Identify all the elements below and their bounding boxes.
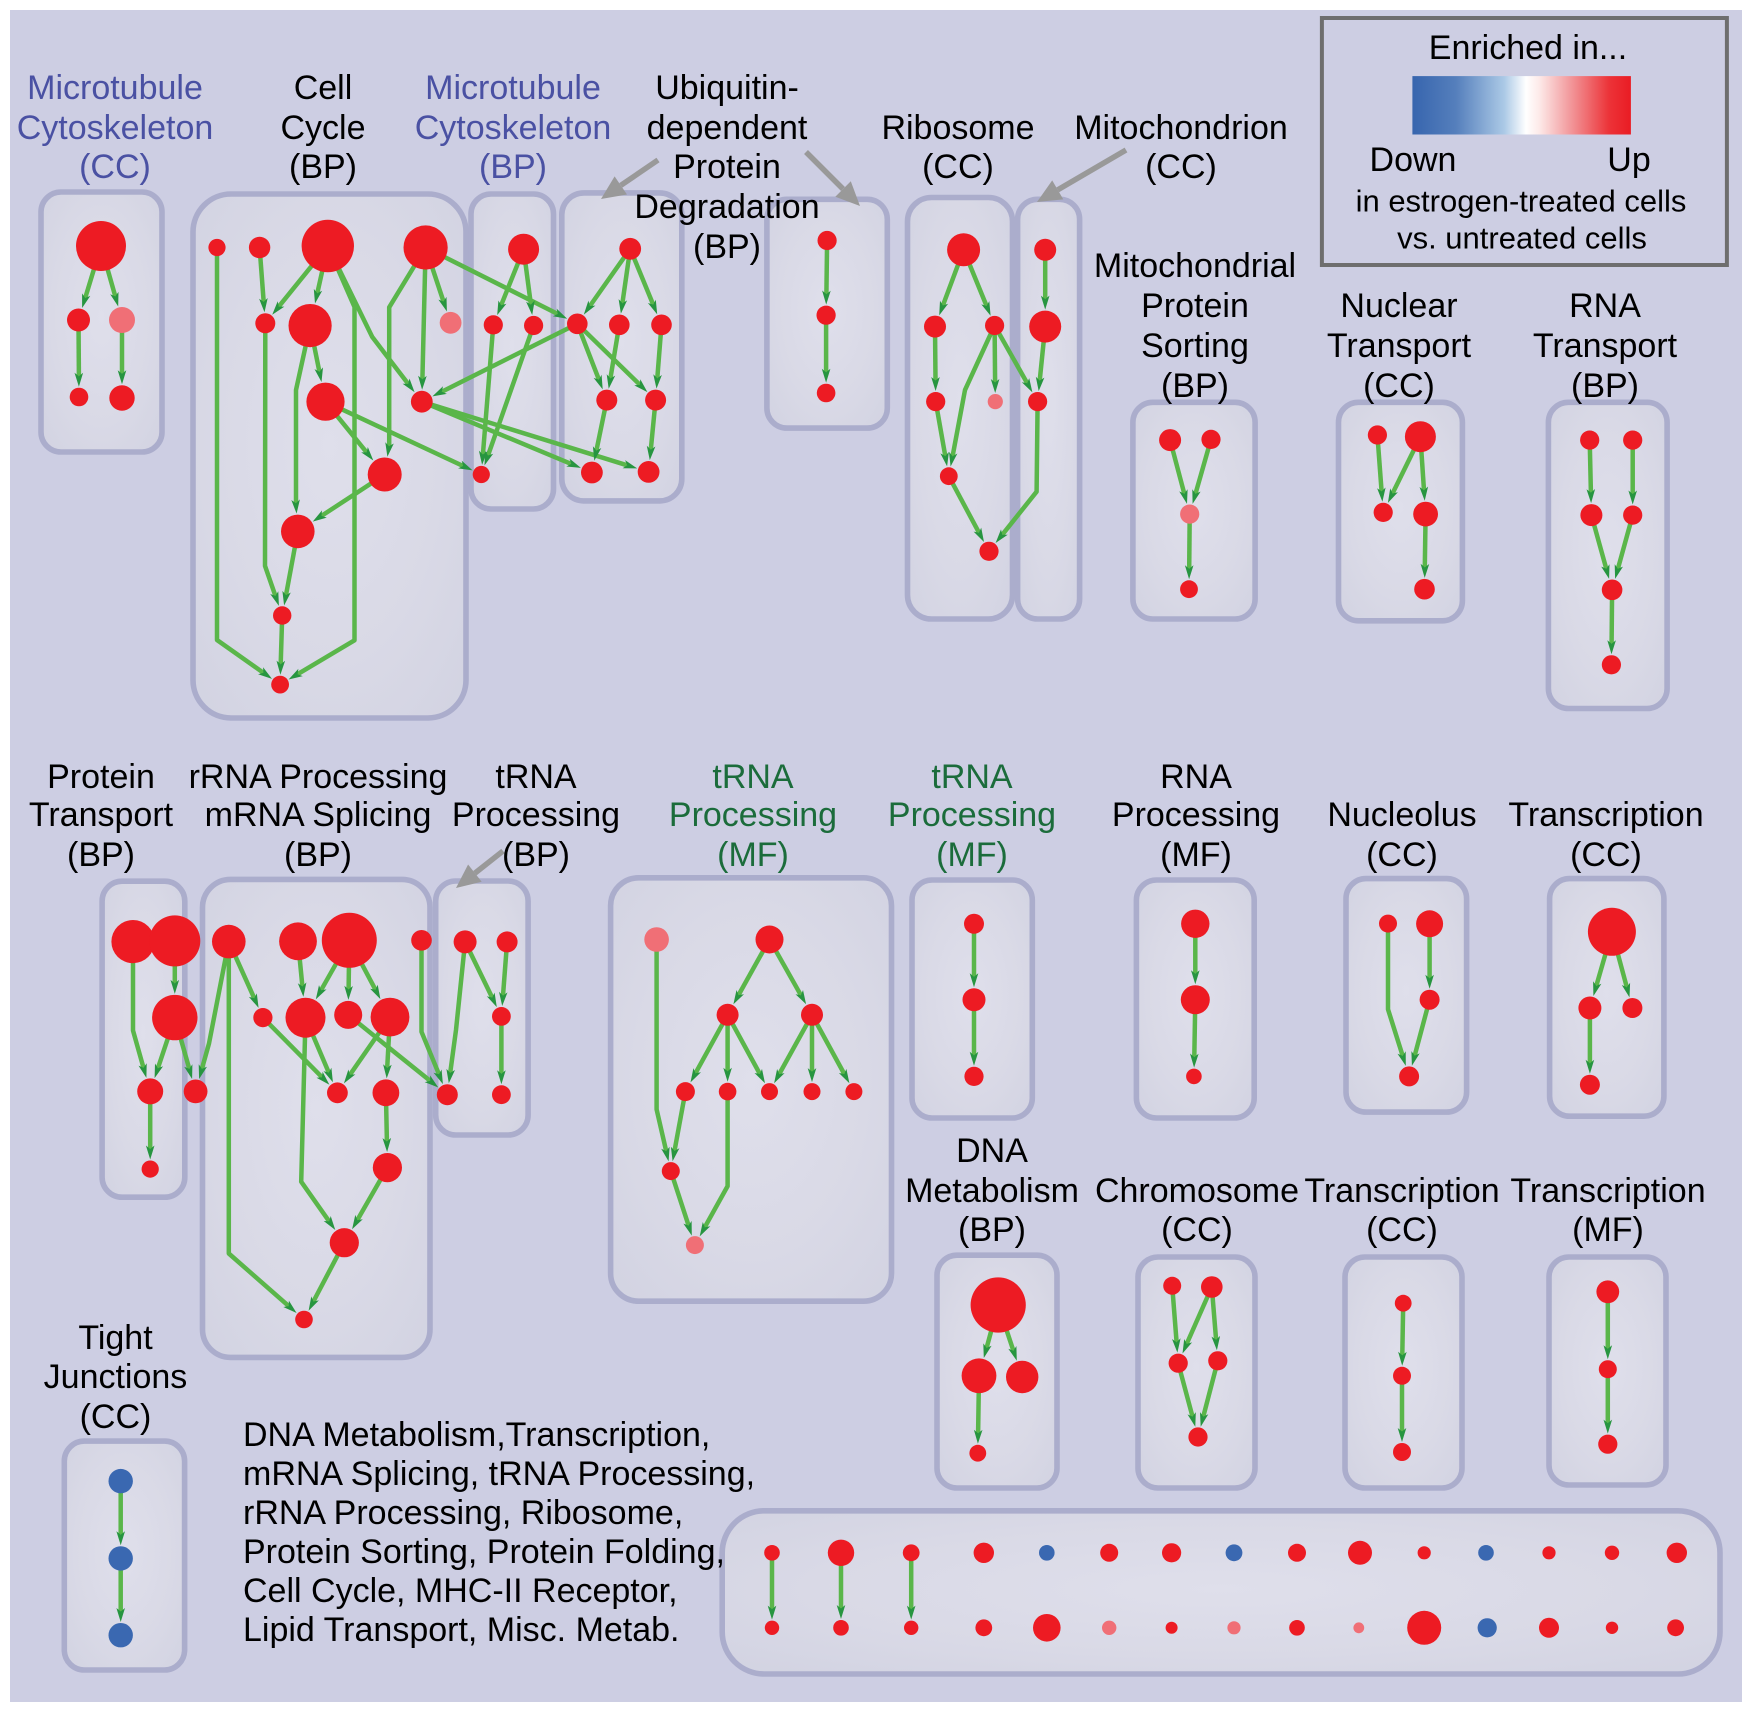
- svg-text:rRNA Processing, Ribosome,: rRNA Processing, Ribosome,: [243, 1494, 683, 1532]
- svg-text:Cell Cycle, MHC-II Receptor,: Cell Cycle, MHC-II Receptor,: [243, 1572, 678, 1610]
- svg-text:(CC): (CC): [1366, 836, 1438, 874]
- svg-text:Processing: Processing: [452, 796, 620, 834]
- svg-text:Processing: Processing: [669, 796, 837, 834]
- svg-text:Transcription: Transcription: [1510, 1172, 1705, 1210]
- svg-text:DNA Metabolism,Transcription,: DNA Metabolism,Transcription,: [243, 1416, 710, 1454]
- svg-text:(CC): (CC): [1366, 1211, 1438, 1249]
- svg-text:(CC): (CC): [1145, 148, 1217, 186]
- svg-text:Processing: Processing: [1112, 796, 1280, 834]
- svg-text:(BP): (BP): [289, 148, 357, 186]
- svg-text:Cell: Cell: [294, 69, 353, 107]
- svg-text:(MF): (MF): [717, 836, 789, 874]
- svg-text:Cycle: Cycle: [280, 109, 365, 147]
- svg-text:(BP): (BP): [1571, 367, 1639, 405]
- svg-text:(BP): (BP): [67, 836, 135, 874]
- svg-text:Degradation: Degradation: [634, 188, 819, 226]
- svg-text:rRNA Processing: rRNA Processing: [189, 758, 448, 796]
- svg-text:(CC): (CC): [79, 148, 151, 186]
- svg-text:(CC): (CC): [80, 1398, 152, 1436]
- svg-text:Transport: Transport: [29, 796, 174, 834]
- svg-text:Enriched in...: Enriched in...: [1429, 29, 1627, 67]
- svg-text:(BP): (BP): [958, 1211, 1026, 1249]
- svg-text:Ubiquitin-: Ubiquitin-: [655, 69, 799, 107]
- svg-text:(MF): (MF): [936, 836, 1008, 874]
- svg-text:Transport: Transport: [1533, 327, 1678, 365]
- svg-text:tRNA: tRNA: [712, 758, 794, 796]
- svg-text:tRNA: tRNA: [931, 758, 1013, 796]
- svg-text:RNA: RNA: [1160, 758, 1232, 796]
- svg-text:(BP): (BP): [1161, 367, 1229, 405]
- svg-text:in estrogen-treated cells: in estrogen-treated cells: [1356, 184, 1687, 219]
- svg-text:(BP): (BP): [284, 836, 352, 874]
- svg-text:(CC): (CC): [1161, 1211, 1233, 1249]
- svg-text:Microtubule: Microtubule: [425, 69, 601, 107]
- svg-text:vs. untreated cells: vs. untreated cells: [1397, 221, 1647, 256]
- svg-text:(BP): (BP): [479, 148, 547, 186]
- svg-text:(CC): (CC): [922, 148, 994, 186]
- svg-text:Protein: Protein: [1141, 287, 1249, 325]
- svg-text:Transport: Transport: [1327, 327, 1472, 365]
- svg-text:Mitochondrial: Mitochondrial: [1094, 247, 1296, 285]
- svg-text:Transcription: Transcription: [1508, 796, 1703, 834]
- svg-text:Protein: Protein: [673, 148, 781, 186]
- svg-text:Nuclear: Nuclear: [1340, 287, 1457, 325]
- svg-text:Nucleolus: Nucleolus: [1327, 796, 1476, 834]
- svg-text:(MF): (MF): [1572, 1211, 1644, 1249]
- svg-text:Up: Up: [1607, 141, 1650, 179]
- svg-text:Down: Down: [1370, 141, 1457, 179]
- svg-text:dependent: dependent: [647, 109, 808, 147]
- svg-text:Protein Sorting, Protein Foldi: Protein Sorting, Protein Folding,: [243, 1533, 725, 1571]
- svg-text:(CC): (CC): [1570, 836, 1642, 874]
- svg-text:tRNA: tRNA: [495, 758, 577, 796]
- svg-text:(CC): (CC): [1363, 367, 1435, 405]
- svg-text:Processing: Processing: [888, 796, 1056, 834]
- svg-text:Ribosome: Ribosome: [881, 109, 1034, 147]
- svg-text:DNA: DNA: [956, 1132, 1028, 1170]
- svg-text:Protein: Protein: [47, 758, 155, 796]
- svg-text:Transcription: Transcription: [1304, 1172, 1499, 1210]
- svg-text:RNA: RNA: [1569, 287, 1641, 325]
- svg-text:Mitochondrion: Mitochondrion: [1074, 109, 1288, 147]
- svg-text:Cytoskeleton: Cytoskeleton: [415, 109, 612, 147]
- svg-text:Sorting: Sorting: [1141, 327, 1249, 365]
- svg-text:Chromosome: Chromosome: [1095, 1172, 1299, 1210]
- svg-text:mRNA Splicing, tRNA Processing: mRNA Splicing, tRNA Processing,: [243, 1455, 755, 1493]
- svg-text:Junctions: Junctions: [44, 1358, 188, 1396]
- svg-text:mRNA Splicing: mRNA Splicing: [205, 796, 432, 834]
- svg-text:(MF): (MF): [1160, 836, 1232, 874]
- svg-text:Metabolism: Metabolism: [905, 1172, 1079, 1210]
- svg-text:Microtubule: Microtubule: [27, 69, 203, 107]
- svg-text:Cytoskeleton: Cytoskeleton: [17, 109, 214, 147]
- svg-text:(BP): (BP): [693, 228, 761, 266]
- svg-text:(BP): (BP): [502, 836, 570, 874]
- svg-text:Lipid Transport, Misc. Metab.: Lipid Transport, Misc. Metab.: [243, 1611, 680, 1649]
- svg-text:Tight: Tight: [78, 1319, 153, 1357]
